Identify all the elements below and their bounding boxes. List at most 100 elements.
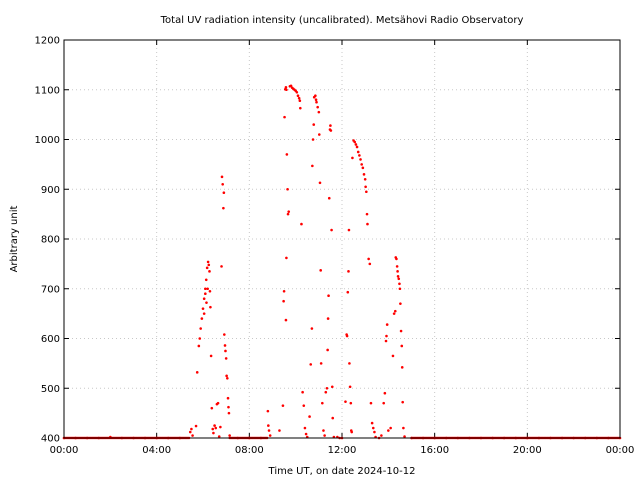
data-point	[287, 210, 291, 213]
data-point	[322, 429, 325, 432]
data-point	[393, 309, 397, 313]
data-point	[398, 282, 401, 286]
data-point	[324, 390, 328, 394]
data-point	[356, 150, 360, 154]
data-point	[286, 212, 290, 216]
data-point	[225, 374, 228, 378]
data-point	[366, 222, 369, 226]
data-point	[208, 270, 211, 273]
y-tick-label: 600	[41, 334, 60, 345]
data-point	[228, 434, 231, 437]
data-point	[368, 262, 372, 266]
data-point	[302, 404, 306, 407]
data-point	[202, 297, 206, 301]
data-point	[327, 294, 330, 298]
x-tick-label: 08:00	[235, 445, 264, 456]
data-point	[297, 96, 301, 100]
data-point	[321, 401, 324, 405]
data-point	[325, 386, 329, 390]
grid	[64, 40, 620, 438]
data-point	[209, 354, 213, 358]
data-point	[207, 263, 211, 267]
data-point	[295, 90, 299, 94]
data-point	[400, 366, 404, 369]
data-point	[364, 185, 367, 189]
x-tick-label: 20:00	[513, 445, 542, 456]
data-point	[301, 390, 304, 394]
data-point	[286, 187, 289, 191]
data-point	[347, 270, 350, 273]
data-point	[223, 344, 227, 347]
data-point	[206, 287, 209, 291]
data-point	[199, 327, 202, 330]
plot-frame	[63, 39, 621, 439]
data-point	[389, 426, 392, 430]
x-axis-label: Time UT, on date 2024-10-12	[268, 466, 416, 477]
data-point	[348, 385, 352, 389]
data-point	[319, 269, 322, 272]
data-point	[314, 94, 317, 98]
data-point	[197, 344, 201, 348]
data-point	[392, 312, 396, 315]
data-point	[314, 98, 318, 101]
data-point	[211, 427, 215, 431]
data-point	[299, 106, 302, 110]
data-point	[401, 400, 404, 404]
x-tick-label: 00:00	[606, 445, 635, 456]
data-point	[384, 339, 388, 343]
y-tick-label: 700	[41, 284, 60, 295]
data-point	[348, 362, 351, 365]
data-point	[365, 190, 368, 194]
data-point	[226, 377, 229, 380]
data-point	[398, 287, 402, 291]
data-point	[403, 435, 406, 438]
data-point	[210, 406, 214, 410]
data-point	[396, 270, 399, 273]
data-point	[227, 405, 230, 409]
y-tick-label: 900	[41, 185, 60, 196]
data-point	[285, 256, 288, 260]
data-point	[212, 431, 215, 435]
data-point	[358, 154, 361, 157]
data-point	[298, 99, 302, 102]
data-point	[310, 327, 314, 330]
data-point	[296, 94, 300, 98]
data-point	[303, 426, 307, 430]
data-point	[395, 265, 399, 268]
data-point	[223, 333, 226, 336]
x-tick-label: 00:00	[50, 445, 79, 456]
data-point	[204, 278, 208, 282]
data-point	[289, 84, 293, 88]
data-point	[319, 362, 323, 365]
data-point	[385, 323, 389, 326]
data-point	[202, 312, 206, 315]
data-point	[327, 196, 331, 200]
data-point	[195, 371, 199, 374]
data-point	[267, 424, 270, 427]
data-point	[220, 265, 223, 268]
data-point	[346, 290, 350, 294]
data-point	[267, 429, 271, 432]
data-point	[351, 156, 354, 160]
data-point	[205, 266, 209, 270]
data-point	[278, 429, 281, 432]
data-point	[383, 391, 387, 395]
data-point	[227, 411, 231, 415]
data-point	[201, 307, 205, 310]
y-tick-label: 1200	[35, 36, 60, 47]
data-point	[331, 416, 335, 420]
data-point	[391, 354, 395, 358]
chart-title: Total UV radiation intensity (uncalibrat…	[160, 15, 524, 26]
data-point	[365, 212, 369, 216]
data-point	[323, 434, 326, 437]
data-point	[285, 88, 288, 92]
data-point	[217, 435, 221, 438]
y-tick-label: 400	[41, 434, 60, 445]
data-point	[360, 163, 363, 166]
data-point	[311, 164, 314, 168]
data-point	[397, 277, 401, 281]
x-tick-label: 12:00	[328, 445, 357, 456]
axis-ticks: 00:00 04:00 08:00 12:00 16:00 20:00 00:0040050…	[35, 36, 635, 457]
data-point	[224, 349, 227, 353]
data-point	[309, 363, 313, 366]
